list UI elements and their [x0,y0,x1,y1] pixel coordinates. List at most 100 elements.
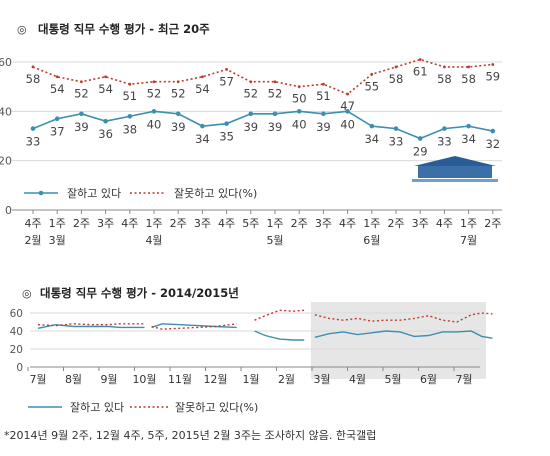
blue-house-icon-base [418,165,492,178]
data-point-disapprove [104,75,107,79]
x-tick-label: 12월 [203,373,227,386]
x-tick-label: 2월 [278,373,295,386]
data-label: 34 [461,132,476,146]
x-tick-label: 4주 [218,217,235,230]
data-label: 39 [316,120,331,134]
data-point-approve [345,109,350,114]
data-point-disapprove [370,72,374,76]
series-line-approve [254,330,305,341]
data-point-disapprove [273,80,277,84]
data-label: 52 [171,87,186,101]
chart-title: 대통령 직무 수행 평가 - 2014/2015년 [40,286,239,300]
data-label: 51 [316,89,331,103]
data-point-approve [321,111,326,117]
data-label: 55 [364,79,379,93]
x-tick-label: 2주 [387,217,404,230]
blue-house-icon-step [412,179,498,182]
x-tick-label: 1주 [363,217,380,230]
data-point-disapprove [346,92,349,96]
data-label: 39 [74,120,89,134]
x-tick-label: 2주 [170,217,187,230]
highlight-region [310,302,486,379]
x-tick-label: 5월 [384,373,401,386]
x-tick-label: 11월 [168,373,192,386]
x-tick-label: 2주 [73,217,90,230]
data-label: 36 [98,127,113,141]
data-point-disapprove [467,65,470,69]
series-line-disapprove [32,58,493,95]
data-label: 58 [389,72,404,86]
chart-title: 대통령 직무 수행 평가 - 최근 20주 [38,22,210,36]
data-point-disapprove [394,65,398,69]
chart-recent-20-weeks: ◎ 대통령 직무 수행 평가 - 최근 20주 0 20 40 60 4주 2월 1주 3월 2주 3… [0,22,502,247]
data-point-approve [369,123,375,129]
data-point-approve [79,111,84,117]
data-point-disapprove [249,80,253,84]
data-label: 58 [437,72,452,86]
x-tick-label: 3주 [315,217,332,230]
data-point-disapprove [491,63,495,66]
legend-label-approve: 잘하고 있다 [70,400,124,414]
data-label: 52 [147,87,162,101]
x-tick-label: 1주 [145,217,162,230]
data-label: 54 [195,82,210,96]
data-label: 54 [98,82,113,96]
blue-house-icon [412,156,498,182]
y-tick-label: 20 [10,344,23,356]
data-label: 33 [437,135,452,149]
data-point-disapprove [176,80,180,84]
x-tick-label: 3주 [412,217,429,230]
data-point-disapprove [31,65,35,69]
x-tick-label: 1주 [49,217,66,230]
data-label: 33 [26,135,41,149]
data-point-disapprove [80,80,83,84]
data-point-disapprove [225,68,229,71]
x-tick-label: 10월 [132,373,156,386]
x-tick-label: 4월 [349,373,366,386]
title-marker: ◎ [22,287,32,300]
data-label: 35 [219,130,234,144]
data-label: 59 [485,69,500,83]
x-tick-label: 9월 [100,373,117,386]
data-label: 40 [147,117,162,131]
data-label: 29 [413,144,428,158]
data-point-disapprove [443,65,446,69]
footnote: *2014년 9월 2주, 12월 4주, 5주, 2015년 2월 3주는 조… [4,429,377,442]
data-point-approve [272,111,278,117]
x-month-label: 5월 [266,234,283,247]
series-line-approve [32,110,493,140]
x-tick-label: 1월 [242,373,259,386]
blue-house-icon-roof [414,156,496,166]
x-tick-label: 1주 [266,217,283,230]
chart-2014-2015: ◎ 대통령 직무 수행 평가 - 2014/2015년 0 20 40 60 7월 8월 9월 1… [10,286,493,414]
y-tick-label: 40 [10,326,23,338]
y-tick-label: 60 [10,308,23,320]
legend-marker-approve [38,190,44,196]
legend-label-approve: 잘하고 있다 [67,186,121,200]
data-label: 51 [122,89,137,103]
x-tick-label: 4주 [121,217,138,230]
x-tick-label: 3주 [194,217,211,230]
x-tick-label: 2주 [291,217,308,230]
data-point-disapprove [55,75,59,79]
data-label: 50 [292,92,307,106]
data-label: 34 [195,132,210,146]
data-point-approve [224,121,229,126]
data-label: 39 [171,120,186,134]
series-line-disapprove [37,323,145,327]
data-label: 38 [122,122,137,136]
data-point-disapprove [297,85,301,89]
y-tick-label: 0 [16,362,23,374]
x-tick-label: 6월 [420,373,437,386]
x-month-label: 6월 [363,234,380,247]
data-label: 52 [268,87,283,101]
data-point-approve [103,118,108,124]
x-tick-label: 3월 [313,373,330,386]
data-label: 47 [340,99,355,113]
data-label: 40 [340,117,355,131]
data-point-approve [127,113,133,119]
y-tick-label: 20 [0,155,12,168]
y-tick-label: 60 [0,56,12,69]
data-label: 34 [364,132,379,146]
data-point-approve [248,111,254,117]
